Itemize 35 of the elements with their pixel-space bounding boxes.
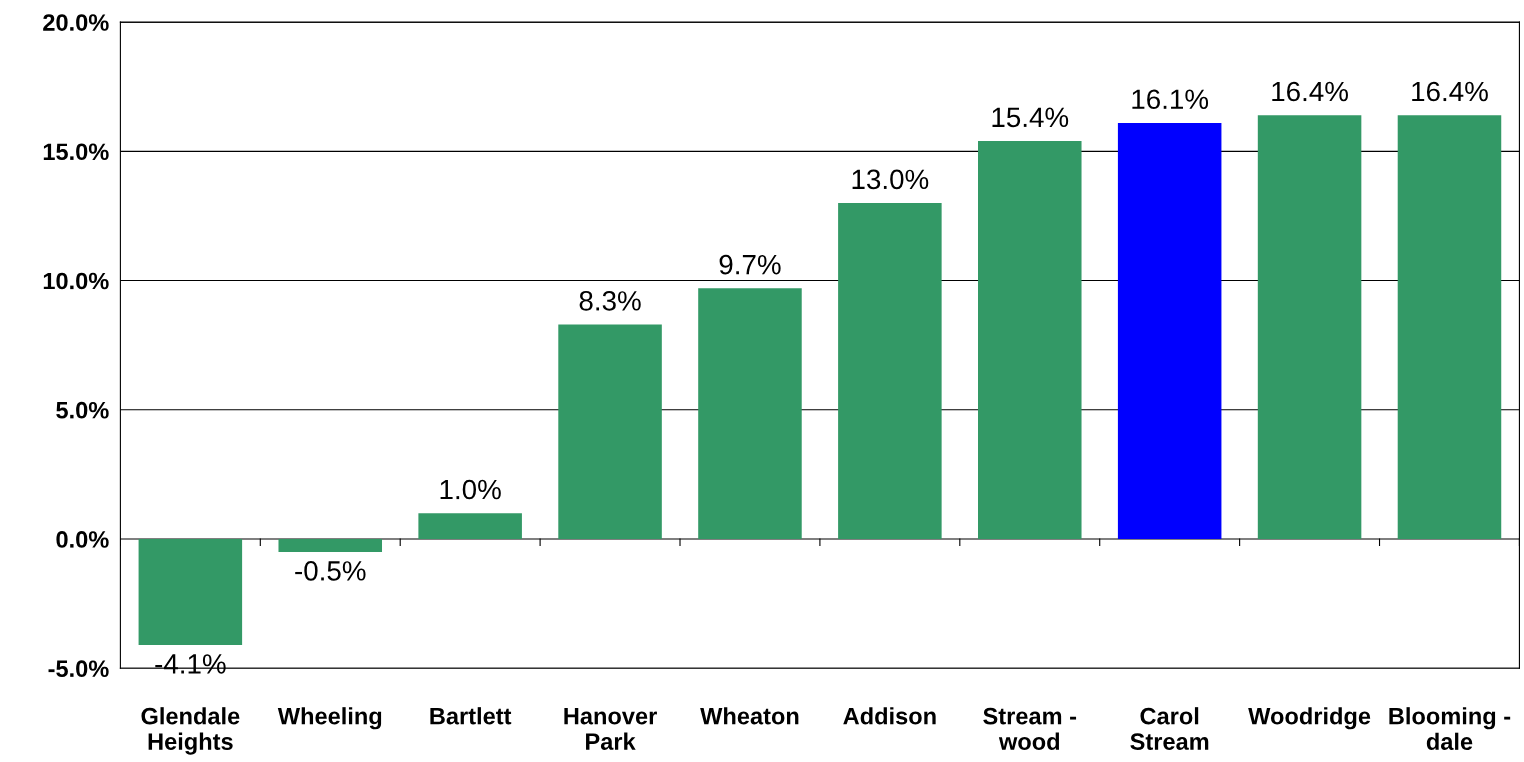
bar <box>698 288 802 540</box>
data-label: 1.0% <box>440 479 501 500</box>
y-tick-label: 0.0% <box>56 531 109 548</box>
x-tick-label: Bartlett <box>430 707 512 725</box>
bar <box>558 324 662 540</box>
data-label: 16.1% <box>1132 89 1209 110</box>
y-tick-label: 20.0% <box>43 14 109 31</box>
x-tick-label: Glendale Heights <box>141 707 240 755</box>
y-tick-label: 10.0% <box>43 272 109 290</box>
bar <box>978 140 1082 540</box>
data-label: 9.7% <box>719 254 781 275</box>
bar <box>278 539 383 552</box>
data-label: 13.0% <box>852 169 929 190</box>
x-tick-label: Hanover Park <box>564 708 657 750</box>
data-label: 8.3% <box>579 291 641 311</box>
y-tick-label: 5.0% <box>56 401 109 419</box>
bar <box>1117 122 1222 540</box>
y-tick-label: 15.0% <box>43 143 109 161</box>
data-label: 16.4% <box>1272 81 1348 102</box>
x-tick-label: Woodridge <box>1248 707 1371 730</box>
data-label: 16.4% <box>1412 81 1488 102</box>
bar <box>838 203 942 540</box>
x-tick-label: Addison <box>843 707 936 725</box>
y-tick-label: -5.0% <box>48 660 109 678</box>
x-tick-label: Stream - wood <box>983 707 1077 750</box>
x-tick-label: Wheaton <box>700 707 799 725</box>
bar <box>418 513 522 540</box>
x-tick-label: Blooming - dale <box>1389 707 1511 751</box>
bar <box>1397 115 1502 540</box>
bar <box>138 539 243 646</box>
x-tick-label: Wheeling <box>277 707 382 730</box>
data-label: -0.5% <box>295 561 366 581</box>
bar <box>1257 115 1362 540</box>
data-label: 15.4% <box>992 107 1069 128</box>
x-tick-label: Carol Stream <box>1130 707 1209 750</box>
